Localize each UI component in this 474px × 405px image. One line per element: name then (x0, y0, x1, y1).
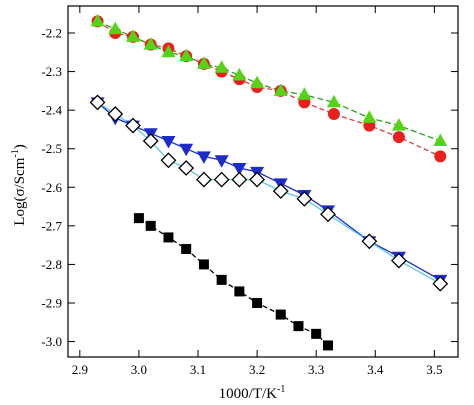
y-tick-label: -2.8 (41, 257, 62, 272)
series-4-point (296, 190, 313, 207)
series-4-point (213, 171, 230, 188)
x-axis-label-text: 1000/T/K (219, 386, 277, 402)
series-2-point (90, 13, 105, 27)
series-5-point (275, 309, 286, 320)
y-tick-label: -2.2 (41, 26, 62, 41)
series-4-point (272, 183, 289, 200)
series-4-point (249, 171, 266, 188)
series-2-point (126, 29, 140, 42)
series-2-point (179, 48, 194, 62)
series-2-point (250, 75, 265, 89)
axes: 2.9 3.0 3.1 3.2 3.3 3.4 3.5 -2.2 -2.3 -2.4 -2.5 -2.… (41, 5, 459, 377)
series-4-line (97, 101, 441, 285)
x-tick-label: 3.5 (426, 362, 442, 377)
series-3-line (97, 101, 441, 281)
series-5-point (252, 298, 263, 308)
series-2-point (214, 60, 229, 73)
series-5-point (293, 321, 304, 332)
series-2-point (362, 110, 377, 123)
series-4-point (361, 233, 378, 250)
y-tick-label: -2.5 (41, 141, 62, 156)
series-3-point (179, 143, 194, 157)
y-axis-label-close: ) (12, 144, 28, 149)
series-4-point (178, 160, 195, 176)
series-markers (89, 13, 449, 351)
series-5-point (198, 259, 209, 270)
series-4-point (390, 252, 407, 269)
series-2-point (196, 56, 211, 69)
x-tick-label: 2.9 (72, 362, 88, 377)
series-4-point (89, 94, 106, 111)
series-2-point (297, 87, 312, 100)
series-5-point (133, 213, 144, 224)
series-4-point (160, 152, 177, 169)
series-2-line (97, 20, 441, 142)
series-3-point (161, 136, 176, 149)
series-4-point (231, 171, 248, 188)
series-5-point (234, 286, 245, 297)
series-5-point (323, 340, 333, 351)
series-5-point (181, 244, 192, 254)
series-1-point (434, 150, 447, 163)
series-2-point (143, 37, 158, 50)
series-5-point (311, 328, 322, 339)
series-4-point (432, 275, 449, 292)
x-tick-label: 3.4 (367, 362, 384, 377)
series-4-point (195, 171, 212, 188)
x-tick-label: 3.3 (308, 362, 324, 377)
series-2-point (326, 94, 341, 108)
series-4-point (107, 106, 124, 122)
x-axis-label: 1000/T/K-1 (219, 384, 286, 402)
plot-frame (67, 5, 459, 358)
series-2-point (232, 67, 247, 81)
y-tick-label: -3.0 (41, 334, 62, 349)
y-tick-label: -2.6 (41, 180, 62, 195)
series-4-point (125, 117, 141, 134)
series-3-point (196, 151, 211, 164)
x-tick-label: 3.1 (190, 362, 206, 377)
series-2-point (273, 83, 288, 96)
x-tick-label: 3.2 (249, 362, 265, 377)
x-tick-label: 3.0 (131, 362, 147, 377)
y-axis-label-text: Log(σ/Scm (12, 157, 28, 225)
series-2-point (391, 118, 406, 131)
y-tick-label: -2.9 (41, 296, 62, 311)
series-5-point (145, 220, 156, 231)
series-2-point (433, 133, 448, 146)
y-tick-label: -2.4 (41, 103, 62, 118)
series-5-point (216, 274, 227, 285)
series-4-point (320, 206, 336, 223)
series-lines (97, 20, 441, 346)
y-tick-label: -2.7 (41, 218, 62, 233)
x-axis-label-sup: -1 (277, 384, 285, 395)
series-3-point (232, 163, 247, 176)
y-tick-label: -2.3 (41, 64, 62, 79)
series-2-point (161, 44, 176, 58)
y-axis-label: Log(σ/Scm-1) (10, 144, 28, 225)
series-1-point (392, 131, 405, 144)
series-1-point (327, 108, 340, 120)
y-axis-label-sup: -1 (10, 149, 21, 157)
series-5-point (163, 232, 174, 243)
series-2-point (108, 21, 123, 35)
series-4-point (142, 133, 159, 149)
series-3-point (214, 155, 229, 168)
